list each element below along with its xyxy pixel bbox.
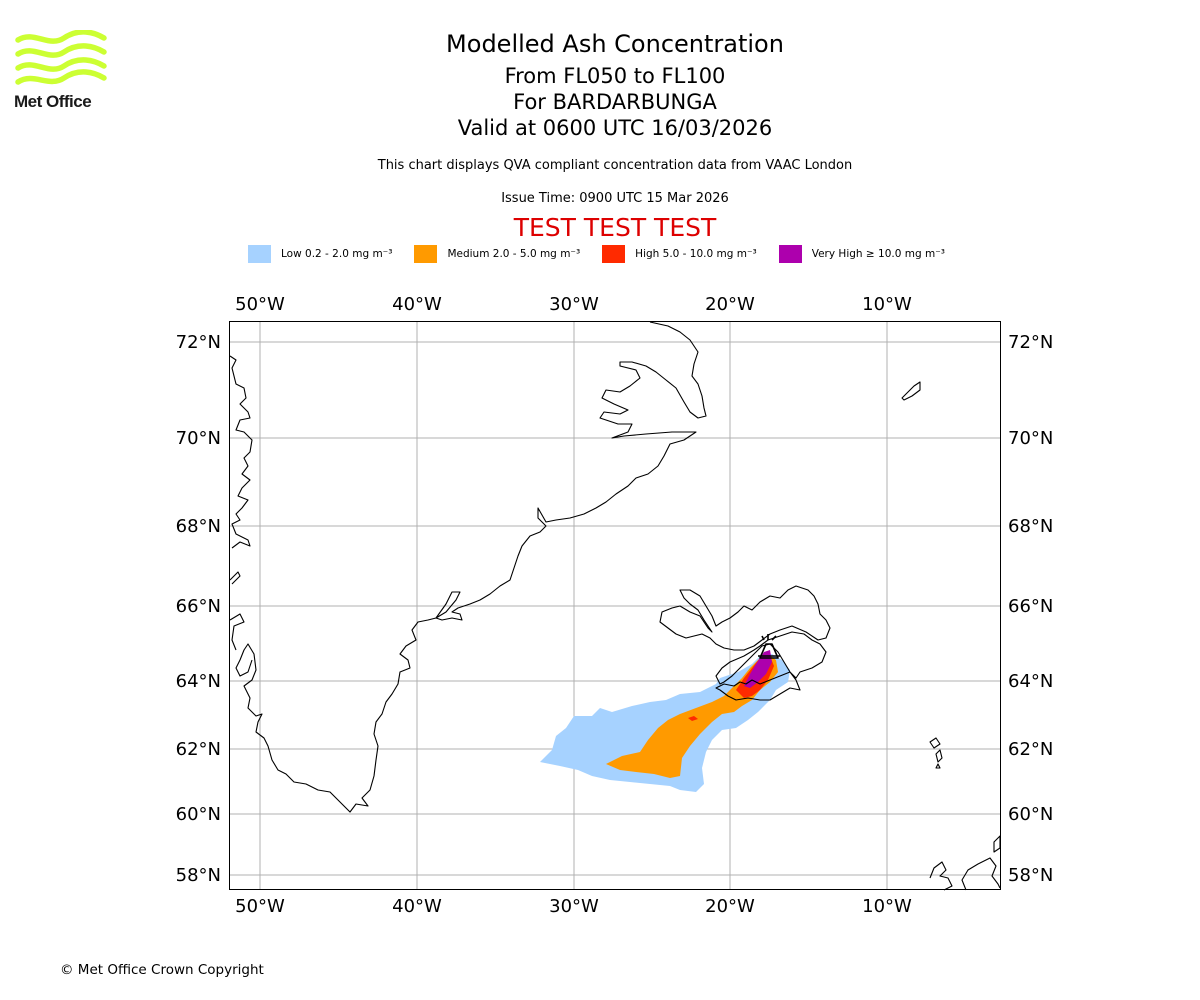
legend-label-low: Low 0.2 - 2.0 mg m⁻³: [281, 248, 393, 260]
met-office-logo: [15, 30, 107, 85]
lat-label: 64°N: [176, 671, 221, 692]
lon-label: 10°W: [862, 294, 912, 315]
valid-time: Valid at 0600 UTC 16/03/2026: [457, 116, 773, 140]
lat-label: 60°N: [176, 804, 221, 825]
coastline-greenland-west-3: [229, 613, 245, 651]
coastline-greenland: [235, 321, 707, 813]
info-text: This chart displays QVA compliant concen…: [377, 158, 853, 173]
logo-wave: [15, 57, 107, 72]
lon-labels-bottom: 50°W 40°W 30°W 20°W 10°W: [235, 896, 912, 917]
copyright: © Met Office Crown Copyright: [60, 962, 264, 978]
lat-labels-right: 72°N 70°N 68°N 66°N 64°N 62°N 60°N 58°N: [1008, 332, 1053, 886]
logo-text: Met Office: [14, 92, 92, 111]
volcano-marker-icon: [758, 634, 780, 659]
legend-item-medium: Medium 2.0 - 5.0 mg m⁻³: [414, 245, 580, 263]
lon-label: 30°W: [549, 294, 599, 315]
legend-swatch-medium: [414, 245, 438, 263]
legend-swatch-very-high: [778, 245, 802, 263]
legend-label-very-high: Very High ≥ 10.0 mg m⁻³: [811, 248, 945, 260]
issue-time: Issue Time: 0900 UTC 15 Mar 2026: [501, 191, 729, 206]
lon-label: 10°W: [862, 896, 912, 917]
chart-title: Modelled Ash Concentration: [446, 30, 784, 58]
lat-label: 64°N: [1008, 671, 1053, 692]
lon-label: 30°W: [549, 896, 599, 917]
legend-swatch-low: [248, 245, 271, 263]
volcano-name: For BARDARBUNGA: [513, 90, 717, 114]
level-range: From FL050 to FL100: [504, 64, 726, 88]
map-frame: [229, 321, 1001, 890]
lat-label: 66°N: [1008, 596, 1053, 617]
coastlines: [229, 321, 1001, 891]
legend: Low 0.2 - 2.0 mg m⁻³ Medium 2.0 - 5.0 mg…: [248, 244, 967, 264]
legend-item-high: High 5.0 - 10.0 mg m⁻³: [602, 245, 757, 263]
lat-label: 58°N: [176, 865, 221, 886]
lat-label: 70°N: [1008, 428, 1053, 449]
map-gridlines: [229, 321, 1001, 890]
legend-label-medium: Medium 2.0 - 5.0 mg m⁻³: [447, 248, 581, 260]
lon-label: 50°W: [235, 294, 285, 315]
coastline-scotland: [929, 835, 1001, 891]
ash-high-spot: [688, 716, 698, 721]
coastline-greenland-west: [229, 355, 253, 549]
lat-label: 60°N: [1008, 804, 1053, 825]
logo-wave: [15, 30, 107, 44]
lat-labels-left: 72°N 70°N 68°N 66°N 64°N 62°N 60°N 58°N: [176, 332, 221, 886]
legend-item-low: Low 0.2 - 2.0 mg m⁻³: [248, 245, 392, 263]
lon-label: 50°W: [235, 896, 285, 917]
legend-label-high: High 5.0 - 10.0 mg m⁻³: [635, 248, 757, 260]
lon-label: 40°W: [392, 896, 442, 917]
lat-label: 72°N: [176, 332, 221, 353]
lat-label: 68°N: [176, 516, 221, 537]
logo-wave: [15, 43, 107, 58]
legend-swatch-high: [602, 245, 626, 263]
coastline-greenland-west-2: [229, 571, 241, 585]
lat-label: 58°N: [1008, 865, 1053, 886]
coastline-iceland: [715, 631, 827, 701]
legend-item-very-high: Very High ≥ 10.0 mg m⁻³: [778, 245, 945, 263]
lon-label: 40°W: [392, 294, 442, 315]
lat-label: 72°N: [1008, 332, 1053, 353]
coastline-iceland-north: [659, 585, 831, 651]
lon-labels-top: 50°W 40°W 30°W 20°W 10°W: [235, 294, 912, 315]
lon-label: 20°W: [705, 294, 755, 315]
lat-label: 66°N: [176, 596, 221, 617]
lat-label: 62°N: [1008, 739, 1053, 760]
coastline-faroe: [929, 737, 943, 769]
lat-label: 70°N: [176, 428, 221, 449]
ash-very-high-area: [744, 650, 772, 688]
lon-label: 20°W: [705, 896, 755, 917]
lat-label: 68°N: [1008, 516, 1053, 537]
logo-wave: [15, 69, 107, 85]
lat-label: 62°N: [176, 739, 221, 760]
test-banner: TEST TEST TEST: [513, 213, 717, 242]
coastline-jan-mayen: [901, 381, 921, 401]
